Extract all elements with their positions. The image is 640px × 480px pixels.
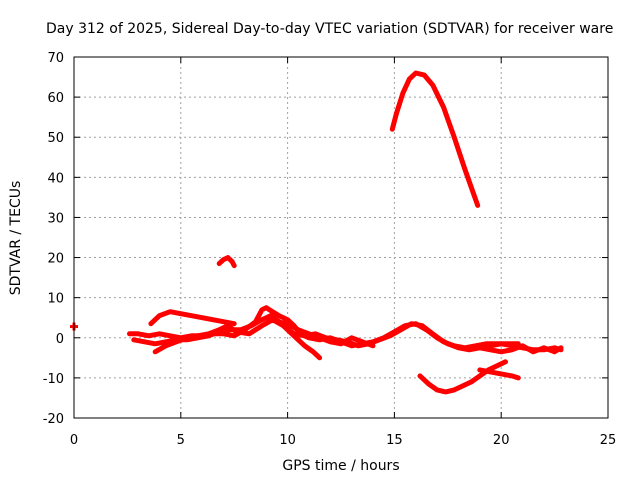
data-series [70,70,564,395]
x-tick-label: 20 [493,433,510,448]
series-line-blip-near-7h [216,255,237,269]
series-line-high-arc [389,70,481,208]
series-line-band-10-14h [274,319,376,349]
series-line-lower-curve [417,359,508,395]
y-tick-label: 40 [47,171,64,186]
y-tick-label: -20 [43,412,64,427]
y-tick-label: 20 [47,252,64,267]
plot-frame [73,56,609,419]
y-tick-label: 60 [47,91,64,106]
series-line-upper-band-4-7h [148,309,237,327]
y-tick-label: 10 [47,292,64,307]
x-tick-label: 0 [70,433,78,448]
x-tick-label: 25 [600,433,617,448]
series-line-tail-19-21h [477,343,564,355]
y-tick-label: 70 [47,51,64,66]
grid-lines [74,57,608,418]
y-axis-label: SDTVAR / TECUs [8,181,24,296]
x-tick-label: 15 [386,433,403,448]
series-line-lower-tail [477,367,521,381]
y-tick-label: -10 [43,372,64,387]
x-tick-label: 5 [177,433,185,448]
series-line-main-band-C [152,317,521,355]
x-tick-label: 10 [279,433,296,448]
x-axis-label: GPS time / hours [282,458,399,474]
y-tick-label: 30 [47,211,64,226]
axis-ticks: -20 -10 0 10 20 30 40 50 60 70 0 5 10 15 20 25 [43,51,617,448]
y-tick-label: 50 [47,131,64,146]
y-tick-label: 0 [56,332,64,347]
chart-title: Day 312 of 2025, Sidereal Day-to-day VTE… [46,21,613,37]
